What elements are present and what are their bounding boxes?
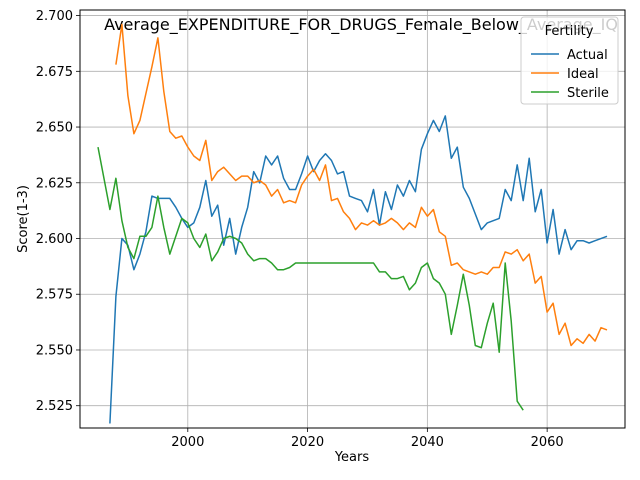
x-tick-label: 2040	[411, 435, 444, 450]
legend-label-ideal: Ideal	[567, 67, 599, 82]
legend-label-sterile: Sterile	[567, 86, 609, 101]
y-tick-label: 2.700	[36, 9, 73, 24]
series-lines	[97, 23, 608, 424]
axis-ticks: 2000 2020 2040 2060 2.525 2.550 2.575 2.600 2.62…	[36, 9, 564, 450]
y-axis-title: Score(1-3)	[16, 185, 31, 253]
series-line-actual	[109, 115, 608, 424]
y-tick-label: 2.675	[36, 65, 73, 80]
x-axis-title: Years	[334, 450, 370, 465]
chart-title: Average_EXPENDITURE_FOR_DRUGS_Female_Bel…	[104, 15, 618, 35]
legend-label-actual: Actual	[567, 48, 608, 63]
y-tick-label: 2.650	[36, 121, 73, 136]
legend-box	[520, 16, 619, 105]
legend: Fertility Actual Ideal Sterile	[520, 16, 619, 105]
y-tick-label: 2.625	[36, 176, 73, 191]
x-tick-label: 2000	[171, 435, 204, 450]
plot-frame	[79, 9, 626, 429]
x-tick-label: 2020	[291, 435, 324, 450]
y-tick-label: 2.550	[36, 343, 73, 358]
series-line-sterile	[97, 146, 524, 411]
series-line-ideal	[115, 23, 608, 347]
y-tick-label: 2.600	[36, 232, 73, 247]
x-tick-label: 2060	[531, 435, 564, 450]
y-tick-label: 2.575	[36, 288, 73, 303]
legend-title: Fertility	[545, 24, 594, 39]
y-tick-label: 2.525	[36, 399, 73, 414]
